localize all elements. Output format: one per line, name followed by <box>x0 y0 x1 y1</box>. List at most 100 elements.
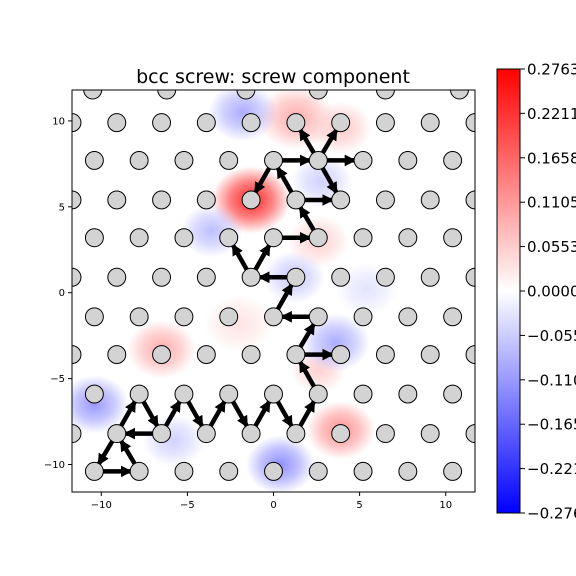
atom-marker <box>375 90 395 100</box>
atom-marker <box>107 113 127 133</box>
atom-marker <box>241 113 261 133</box>
colorbar-tick-label: −0.165 <box>527 416 576 434</box>
atom-marker <box>152 267 172 287</box>
atom-marker <box>286 113 306 133</box>
atom-marker <box>174 228 194 248</box>
atom-marker <box>353 384 373 404</box>
atom-markers <box>72 90 475 481</box>
atom-marker <box>236 90 256 100</box>
atom-marker <box>241 190 261 210</box>
colorbar-tick-label: 0.1658 <box>527 149 576 167</box>
atom-marker <box>152 190 172 210</box>
atom-marker <box>398 384 418 404</box>
atom-marker <box>196 345 216 365</box>
heatmap-blob <box>301 313 370 372</box>
colorbar-tick-label: 0.2211 <box>527 105 576 123</box>
atom-marker <box>331 190 351 210</box>
atom-marker <box>264 228 283 248</box>
atom-marker <box>308 228 328 248</box>
x-tick-label: 0 <box>270 500 276 511</box>
atom-marker <box>219 384 239 404</box>
atom-marker <box>398 150 418 170</box>
atom-marker <box>241 424 261 444</box>
atom-marker <box>219 307 239 327</box>
atom-marker <box>286 267 306 287</box>
atom-marker <box>308 90 328 100</box>
y-tick-label: 5 <box>59 202 65 213</box>
colorbar-tick-label: −0.276 <box>527 505 576 523</box>
y-tick-label: 0 <box>59 288 65 299</box>
atom-marker <box>375 424 395 444</box>
atom-marker <box>331 267 351 287</box>
atom-marker <box>241 345 261 365</box>
atom-marker <box>443 461 463 481</box>
atom-marker <box>84 307 104 327</box>
atom-marker <box>375 267 395 287</box>
atom-marker <box>219 461 239 481</box>
atom-marker <box>443 307 463 327</box>
atom-marker <box>196 267 216 287</box>
x-axis-ticks: −10 −5 0 5 10 <box>91 492 452 511</box>
heatmap-blob <box>208 90 277 142</box>
atom-marker <box>286 190 306 210</box>
chart-title: bcc screw: screw component <box>136 66 410 88</box>
atom-marker <box>107 267 127 287</box>
atom-marker <box>353 461 373 481</box>
y-tick-label: −5 <box>50 374 65 385</box>
colorbar-tick-label: −0.110 <box>527 371 576 389</box>
atom-marker <box>83 90 103 100</box>
atom-marker <box>174 461 194 481</box>
atom-marker <box>84 461 104 481</box>
y-tick-label: 10 <box>52 116 65 127</box>
colorbar: 0.2763 0.2211 0.1658 0.1105 0.0553 0.0000 −0.0… <box>496 61 576 523</box>
atom-marker <box>331 424 351 444</box>
atom-marker <box>129 461 149 481</box>
colorbar-ticks: 0.2763 0.2211 0.1658 0.1105 0.0553 0.0000 −0.0… <box>520 61 576 523</box>
atom-marker <box>196 424 216 444</box>
atom-marker <box>264 384 283 404</box>
colorbar-tick-label: 0.0000 <box>527 283 576 301</box>
atom-marker <box>443 384 463 404</box>
atom-marker <box>219 228 239 248</box>
atom-marker <box>398 228 418 248</box>
colorbar-tick-label: 0.0553 <box>527 238 576 256</box>
heatmap-blob <box>245 435 315 492</box>
plot-area: −10 −5 0 5 10 −10 −5 0 5 10 <box>44 89 476 511</box>
atom-marker <box>331 345 351 365</box>
atom-marker <box>264 307 283 327</box>
atom-marker <box>443 150 463 170</box>
atom-marker <box>353 307 373 327</box>
atom-marker <box>152 424 172 444</box>
atom-marker <box>107 190 127 210</box>
atom-marker <box>353 150 373 170</box>
atom-marker <box>129 384 149 404</box>
y-axis-ticks: −10 −5 0 5 10 <box>44 116 72 471</box>
atom-marker <box>286 345 306 365</box>
x-tick-label: 5 <box>356 500 362 511</box>
atom-marker <box>308 150 328 170</box>
atom-marker <box>107 424 127 444</box>
atom-marker <box>129 150 149 170</box>
colorbar-tick-label: 0.1105 <box>527 194 576 212</box>
atom-marker <box>308 307 328 327</box>
atom-marker <box>398 461 418 481</box>
atom-marker <box>375 345 395 365</box>
atom-marker <box>84 228 104 248</box>
atom-marker <box>157 90 177 100</box>
atom-marker <box>420 424 440 444</box>
atom-marker <box>196 113 216 133</box>
y-tick-label: −10 <box>44 460 65 471</box>
atom-marker <box>152 113 172 133</box>
atom-marker <box>219 150 239 170</box>
atom-marker <box>375 113 395 133</box>
atom-marker <box>129 228 149 248</box>
atom-marker <box>420 113 440 133</box>
atom-marker <box>264 461 283 481</box>
atom-marker <box>196 190 216 210</box>
atom-marker <box>353 228 373 248</box>
colorbar-tick-label: −0.221 <box>527 460 576 478</box>
atom-marker <box>84 150 104 170</box>
heatmap-blob <box>142 414 205 467</box>
atom-marker <box>375 190 395 210</box>
